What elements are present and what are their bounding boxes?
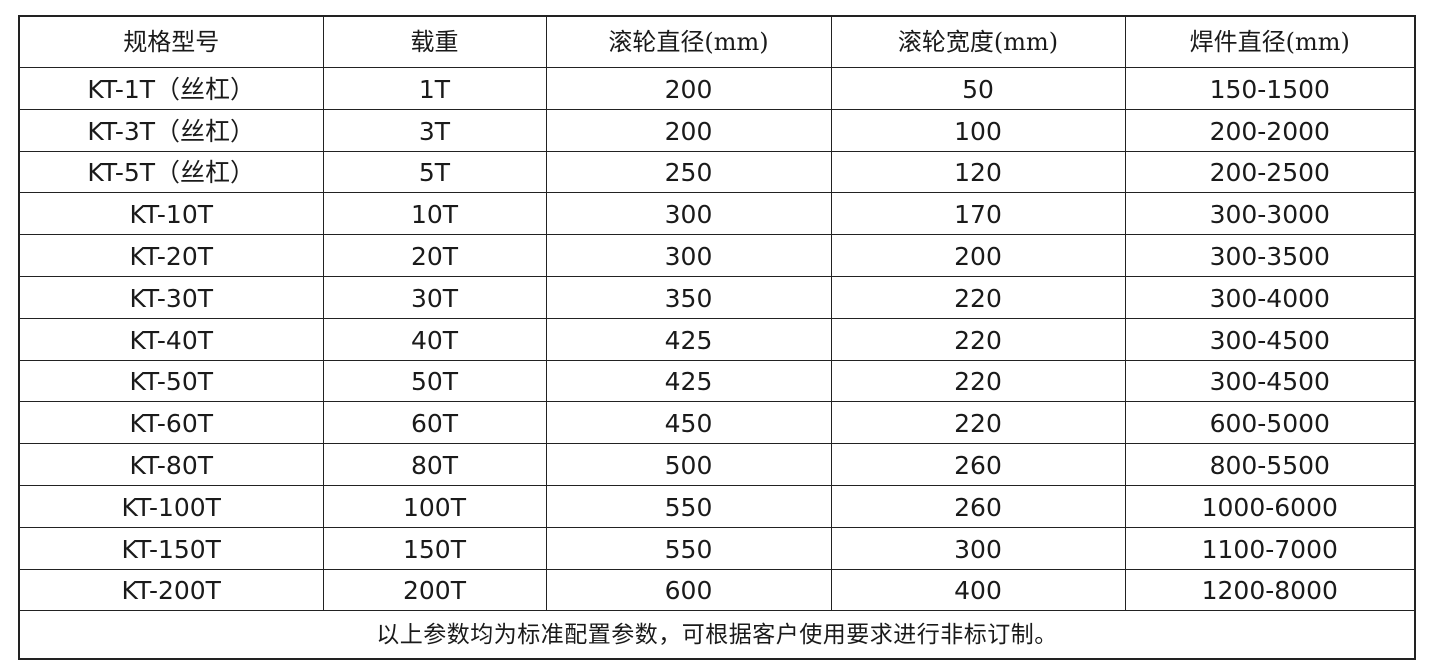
table-cell: 500 bbox=[545, 443, 832, 486]
table-cell: KT-1T（丝杠） bbox=[18, 67, 324, 110]
table-cell: KT-3T（丝杠） bbox=[18, 108, 324, 152]
table-cell: 550 bbox=[545, 526, 832, 570]
table-cell: 220 bbox=[830, 401, 1126, 445]
table-cell: 10T bbox=[322, 192, 547, 236]
table-cell: KT-150T bbox=[18, 526, 324, 570]
table-cell: 220 bbox=[830, 359, 1126, 403]
table-cell: 300-3000 bbox=[1124, 192, 1416, 236]
table-cell: 600 bbox=[545, 568, 832, 612]
table-cell: 150T bbox=[322, 526, 547, 570]
table-row: KT-150T 150T 550 300 1100-7000 bbox=[18, 526, 1416, 570]
table-row: KT-1T（丝杠） 1T 200 50 150-1500 bbox=[18, 67, 1416, 110]
table-cell: 150-1500 bbox=[1124, 67, 1416, 110]
table-row: KT-40T 40T 425 220 300-4500 bbox=[18, 317, 1416, 361]
table-cell: 450 bbox=[545, 401, 832, 445]
table-row: KT-80T 80T 500 260 800-5500 bbox=[18, 443, 1416, 486]
footer-row: 以上参数均为标准配置参数，可根据客户使用要求进行非标订制。 bbox=[18, 610, 1416, 660]
table-cell: 200-2500 bbox=[1124, 150, 1416, 194]
table-cell: 300-3500 bbox=[1124, 234, 1416, 277]
table-cell: KT-20T bbox=[18, 234, 324, 277]
table-cell: KT-5T（丝杠） bbox=[18, 150, 324, 194]
header-row: 规格型号 载重 滚轮直径(mm) 滚轮宽度(mm) 焊件直径(mm) bbox=[18, 15, 1416, 68]
table-cell: 260 bbox=[830, 484, 1126, 528]
table-cell: 50T bbox=[322, 359, 547, 403]
table-cell: 425 bbox=[545, 317, 832, 361]
table-cell: 300 bbox=[830, 526, 1126, 570]
table-cell: 260 bbox=[830, 443, 1126, 486]
table-cell: KT-100T bbox=[18, 484, 324, 528]
table-cell: 300 bbox=[545, 234, 832, 277]
table-cell: KT-200T bbox=[18, 568, 324, 612]
table-cell: 200T bbox=[322, 568, 547, 612]
table-row: KT-5T（丝杠） 5T 250 120 200-2500 bbox=[18, 150, 1416, 194]
table-cell: 60T bbox=[322, 401, 547, 445]
table-cell: 250 bbox=[545, 150, 832, 194]
table-cell: 300-4000 bbox=[1124, 275, 1416, 319]
footer-note: 以上参数均为标准配置参数，可根据客户使用要求进行非标订制。 bbox=[18, 610, 1416, 660]
table-cell: KT-80T bbox=[18, 443, 324, 486]
header-cell: 滚轮宽度(mm) bbox=[830, 15, 1126, 68]
table-cell: 20T bbox=[322, 234, 547, 277]
table-cell: 300-4500 bbox=[1124, 317, 1416, 361]
table-body: KT-1T（丝杠） 1T 200 50 150-1500 KT-3T（丝杠） 3T 200 10… bbox=[18, 67, 1416, 660]
table-cell: 800-5500 bbox=[1124, 443, 1416, 486]
table-cell: KT-50T bbox=[18, 359, 324, 403]
table-cell: 550 bbox=[545, 484, 832, 528]
table-cell: KT-10T bbox=[18, 192, 324, 236]
table-cell: 80T bbox=[322, 443, 547, 486]
table-cell: 100T bbox=[322, 484, 547, 528]
table-cell: 200 bbox=[545, 67, 832, 110]
table-cell: 1200-8000 bbox=[1124, 568, 1416, 612]
spec-table: 规格型号 载重 滚轮直径(mm) 滚轮宽度(mm) 焊件直径(mm) KT-1T（丝杠）… bbox=[18, 15, 1416, 660]
table-cell: 50 bbox=[830, 67, 1126, 110]
table-cell: 170 bbox=[830, 192, 1126, 236]
table-cell: 120 bbox=[830, 150, 1126, 194]
table-cell: 220 bbox=[830, 317, 1126, 361]
table-cell: 3T bbox=[322, 108, 547, 152]
table-cell: 220 bbox=[830, 275, 1126, 319]
header-cell: 滚轮直径(mm) bbox=[545, 15, 832, 68]
table-cell: 1100-7000 bbox=[1124, 526, 1416, 570]
header-cell: 载重 bbox=[322, 15, 547, 68]
table-cell: KT-30T bbox=[18, 275, 324, 319]
table-row: KT-30T 30T 350 220 300-4000 bbox=[18, 275, 1416, 319]
header-cell: 规格型号 bbox=[18, 15, 324, 68]
table-row: KT-100T 100T 550 260 1000-6000 bbox=[18, 484, 1416, 528]
table-row: KT-200T 200T 600 400 1200-8000 bbox=[18, 568, 1416, 612]
table-cell: 200 bbox=[830, 234, 1126, 277]
table-cell: 40T bbox=[322, 317, 547, 361]
table-cell: 200 bbox=[545, 108, 832, 152]
table-cell: 30T bbox=[322, 275, 547, 319]
table-row: KT-10T 10T 300 170 300-3000 bbox=[18, 192, 1416, 236]
table-row: KT-60T 60T 450 220 600-5000 bbox=[18, 401, 1416, 445]
table-cell: 600-5000 bbox=[1124, 401, 1416, 445]
table-cell: 300 bbox=[545, 192, 832, 236]
header-cell: 焊件直径(mm) bbox=[1124, 15, 1416, 68]
table-cell: 1000-6000 bbox=[1124, 484, 1416, 528]
table-cell: 1T bbox=[322, 67, 547, 110]
table-row: KT-20T 20T 300 200 300-3500 bbox=[18, 234, 1416, 277]
table-cell: 200-2000 bbox=[1124, 108, 1416, 152]
table-cell: 350 bbox=[545, 275, 832, 319]
table-cell: 400 bbox=[830, 568, 1126, 612]
table-row: KT-3T（丝杠） 3T 200 100 200-2000 bbox=[18, 108, 1416, 152]
table-cell: 300-4500 bbox=[1124, 359, 1416, 403]
table-cell: KT-60T bbox=[18, 401, 324, 445]
table-cell: 5T bbox=[322, 150, 547, 194]
table-cell: 100 bbox=[830, 108, 1126, 152]
table-cell: KT-40T bbox=[18, 317, 324, 361]
table-row: KT-50T 50T 425 220 300-4500 bbox=[18, 359, 1416, 403]
table-cell: 425 bbox=[545, 359, 832, 403]
